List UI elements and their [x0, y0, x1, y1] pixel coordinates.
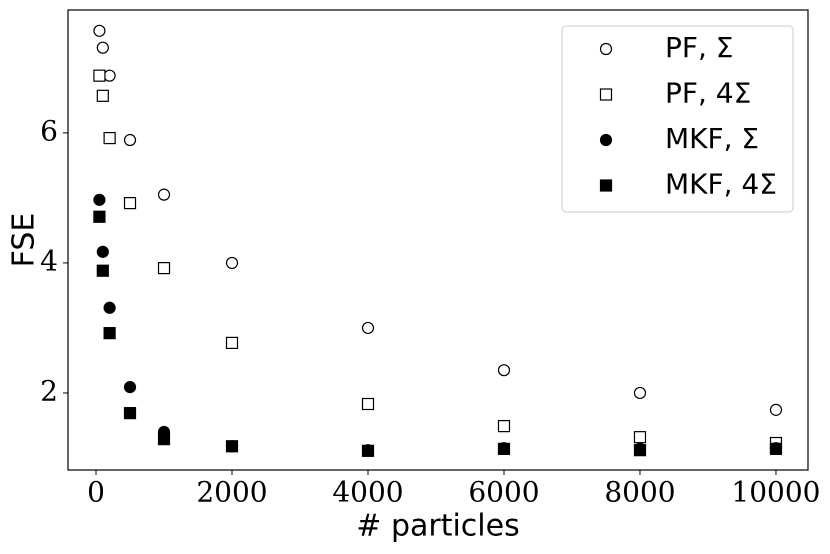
- legend-label: MKF, 4Σ: [665, 168, 777, 201]
- point: [103, 327, 116, 340]
- point: [93, 69, 106, 82]
- point: [103, 301, 116, 314]
- point: [96, 41, 109, 54]
- legend-label: MKF, Σ: [665, 122, 759, 155]
- point: [157, 262, 171, 275]
- legend-label: PF, 4Σ: [665, 77, 751, 110]
- point: [93, 24, 106, 37]
- y-tick-label: 2: [40, 374, 58, 407]
- point: [123, 133, 137, 147]
- legend-box: [561, 25, 794, 213]
- x-tick-label: 6000: [468, 476, 539, 509]
- point: [93, 193, 106, 206]
- legend-label: PF, Σ: [665, 31, 733, 64]
- y-axis-label: FSE: [7, 213, 42, 268]
- point: [96, 264, 109, 277]
- point: [93, 210, 106, 223]
- x-tick-label: 4000: [332, 476, 403, 509]
- point: [225, 256, 239, 270]
- legend-marker: [599, 179, 613, 192]
- point: [769, 403, 783, 416]
- point: [123, 197, 137, 210]
- point: [123, 381, 137, 394]
- point: [633, 386, 647, 400]
- legend-marker: [599, 133, 613, 147]
- x-tick-label: 2000: [196, 476, 267, 509]
- legend-marker: [599, 88, 613, 101]
- plot-frame: [67, 9, 809, 471]
- point: [225, 336, 239, 349]
- point: [103, 131, 116, 145]
- y-tick-label: 4: [40, 244, 58, 277]
- point: [96, 89, 109, 102]
- x-tick-label: 0: [87, 476, 105, 509]
- point: [157, 188, 171, 201]
- point: [497, 364, 511, 377]
- y-tick-label: 6: [40, 114, 58, 147]
- point: [633, 444, 647, 457]
- point: [361, 321, 375, 335]
- point: [633, 431, 647, 444]
- x-tick-label: 8000: [604, 476, 675, 509]
- point: [96, 245, 109, 258]
- point: [497, 420, 511, 433]
- x-tick-label: 10000: [731, 476, 820, 509]
- point: [123, 407, 137, 420]
- point: [497, 442, 511, 455]
- point: [361, 397, 375, 411]
- point: [769, 442, 783, 455]
- point: [361, 444, 375, 457]
- point: [225, 440, 239, 453]
- x-axis-label: # particles: [356, 509, 519, 544]
- point: [103, 69, 116, 82]
- point: [157, 433, 171, 446]
- legend-marker: [599, 42, 613, 56]
